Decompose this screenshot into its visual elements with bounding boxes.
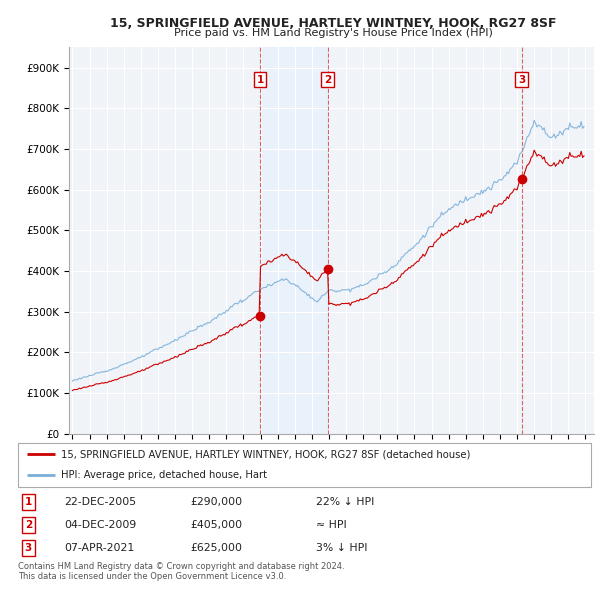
Text: 22-DEC-2005: 22-DEC-2005 — [64, 497, 136, 507]
Text: £625,000: £625,000 — [190, 543, 242, 553]
Text: 3: 3 — [518, 75, 525, 85]
Text: 04-DEC-2009: 04-DEC-2009 — [64, 520, 136, 530]
Text: Contains HM Land Registry data © Crown copyright and database right 2024.: Contains HM Land Registry data © Crown c… — [18, 562, 344, 571]
Text: 22% ↓ HPI: 22% ↓ HPI — [316, 497, 374, 507]
Bar — [260, 47, 328, 434]
Text: 2: 2 — [25, 520, 32, 530]
Text: 15, SPRINGFIELD AVENUE, HARTLEY WINTNEY, HOOK, RG27 8SF (detached house): 15, SPRINGFIELD AVENUE, HARTLEY WINTNEY,… — [61, 450, 470, 460]
Text: Price paid vs. HM Land Registry's House Price Index (HPI): Price paid vs. HM Land Registry's House … — [173, 28, 493, 38]
Text: 1: 1 — [25, 497, 32, 507]
Text: This data is licensed under the Open Government Licence v3.0.: This data is licensed under the Open Gov… — [18, 572, 286, 581]
Text: ≈ HPI: ≈ HPI — [316, 520, 347, 530]
Text: 1: 1 — [256, 75, 263, 85]
FancyBboxPatch shape — [18, 442, 591, 487]
Text: 3: 3 — [25, 543, 32, 553]
Text: HPI: Average price, detached house, Hart: HPI: Average price, detached house, Hart — [61, 470, 267, 480]
Text: 2: 2 — [324, 75, 331, 85]
Text: 07-APR-2021: 07-APR-2021 — [64, 543, 134, 553]
Text: £290,000: £290,000 — [190, 497, 242, 507]
Text: 15, SPRINGFIELD AVENUE, HARTLEY WINTNEY, HOOK, RG27 8SF: 15, SPRINGFIELD AVENUE, HARTLEY WINTNEY,… — [110, 17, 556, 30]
Text: 3% ↓ HPI: 3% ↓ HPI — [316, 543, 367, 553]
Text: £405,000: £405,000 — [190, 520, 242, 530]
